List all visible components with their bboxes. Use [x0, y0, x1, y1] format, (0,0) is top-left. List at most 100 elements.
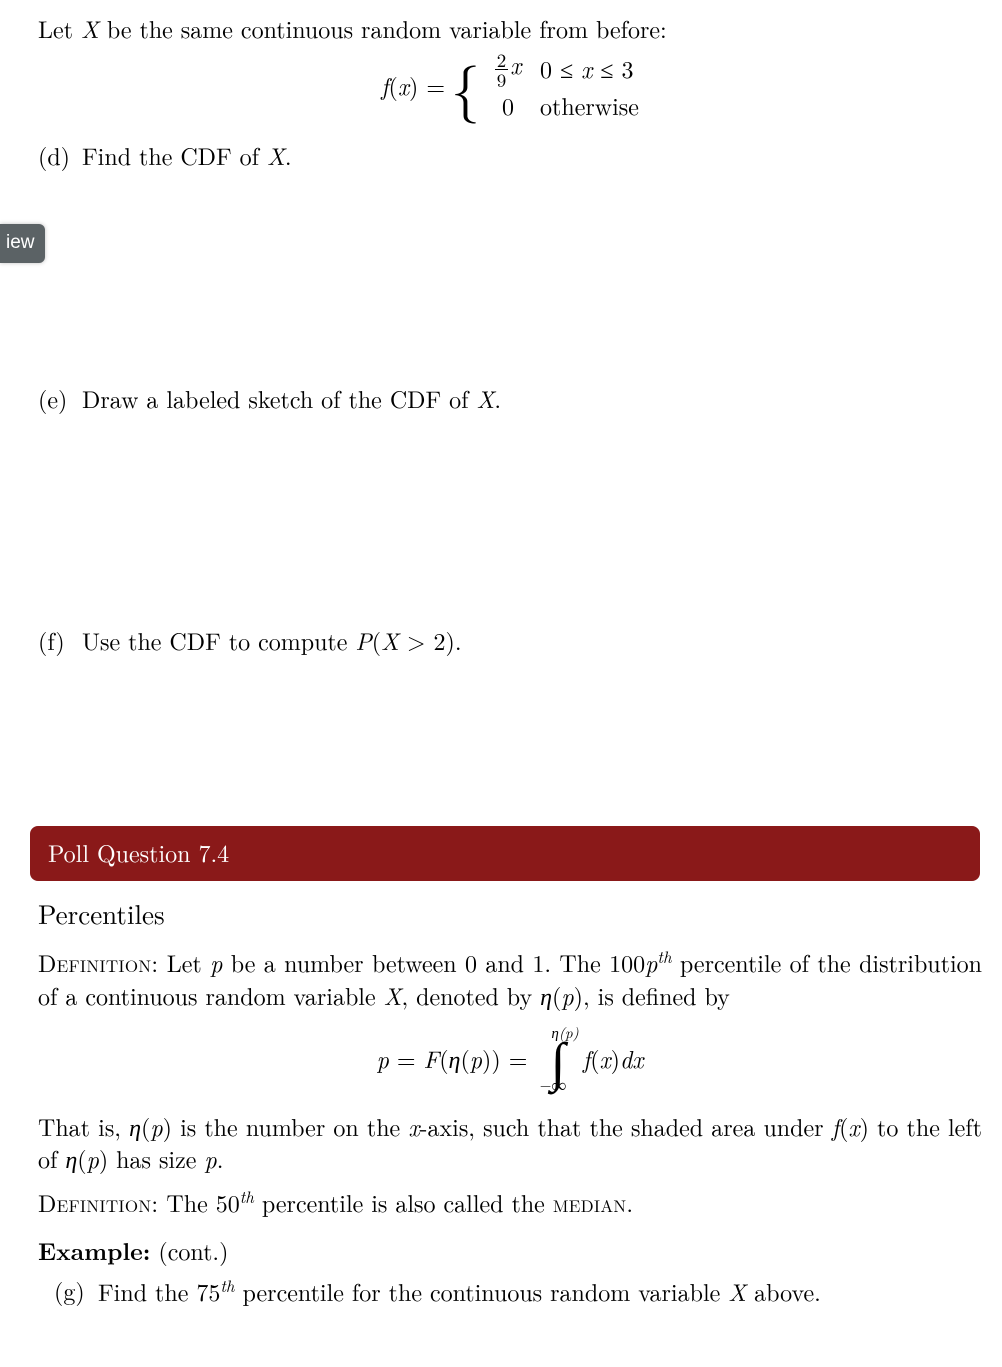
eq-lp2: ( — [460, 1041, 469, 1075]
intro-line: Let X be the same continuous random vari… — [38, 12, 982, 44]
that-is-para: That is, η(p) is the number on the x-axi… — [38, 1110, 982, 1175]
q-d-pre: Find the CDF of — [82, 138, 267, 172]
q-g-t2: percentile for the continuous random var… — [235, 1274, 729, 1308]
q-g-X: X — [728, 1274, 746, 1308]
def1-t1: Let — [158, 945, 210, 979]
eq-dxx: x — [632, 1041, 643, 1075]
q-f-mark: (f) — [38, 624, 82, 656]
ti-eta2: η — [65, 1141, 77, 1175]
q-d-post: . — [285, 138, 292, 172]
ti-t1c: ) is the number on the — [163, 1109, 409, 1143]
ti-t1b: ( — [141, 1109, 150, 1143]
fraction-2-9: 2 9 — [495, 50, 509, 89]
pw-row2-cond: otherwise — [540, 89, 639, 121]
ti-p2: p — [87, 1141, 99, 1175]
q-g-t1: Find the 75 — [98, 1274, 220, 1308]
def1-th: th — [657, 944, 671, 968]
ti-x: x — [408, 1109, 419, 1143]
def1-eta: η — [540, 978, 552, 1012]
q-e-post: . — [494, 381, 501, 415]
eq-d: d — [620, 1041, 632, 1075]
pw-row1-var: x — [510, 47, 521, 81]
q-e-var: X — [477, 381, 495, 415]
ti-t1: That is, — [38, 1109, 129, 1143]
eq-x: x — [600, 1041, 611, 1075]
q-e-mark: (e) — [38, 382, 82, 414]
def2-th: th — [240, 1184, 254, 1208]
eq-lp: ( — [439, 1041, 448, 1075]
frac-den: 9 — [495, 69, 509, 89]
def2-median: median — [553, 1185, 627, 1219]
question-f: (f) Use the CDF to compute P(X > 2). — [38, 624, 982, 656]
ti-t2: -axis, such that the shaded area under — [419, 1109, 831, 1143]
ti-t4: . — [217, 1141, 224, 1175]
def1-p2: p — [561, 978, 573, 1012]
q-g-mark: (g) — [54, 1274, 98, 1307]
q-f-post: . — [455, 623, 462, 657]
eq-p2: p — [470, 1041, 482, 1075]
question-list: (d) Find the CDF of X. (e) Draw a labele… — [38, 139, 982, 656]
def2-t2: percentile is also called the — [254, 1185, 553, 1219]
q-d-mark: (d) — [38, 139, 82, 171]
ti-t3b: ( — [77, 1141, 86, 1175]
def1-t6: ), is defined by — [574, 978, 730, 1012]
ti-p: p — [150, 1109, 162, 1143]
piecewise-definition: f(x) = { 2 9 x 0 ≤ x ≤ 3 0 otherwise — [38, 48, 982, 121]
eq-p: p — [377, 1041, 389, 1075]
question-g: (g) Find the 75th percentile for the con… — [54, 1274, 982, 1307]
def1-label: Definition: — [38, 945, 158, 979]
def1-t4: , denoted by — [401, 978, 540, 1012]
pw-f: f — [381, 68, 388, 102]
pw-row1-cond: 0 ≤ x ≤ 3 — [540, 52, 633, 84]
eq-eta: η — [449, 1041, 461, 1075]
intro-var: X — [81, 11, 99, 45]
integral-icon: η(p) ∫ −∞ — [537, 1025, 578, 1092]
question-e: (e) Draw a labeled sketch of the CDF of … — [38, 382, 982, 414]
pw-eq: = — [418, 68, 445, 102]
ti-f: f — [832, 1109, 839, 1143]
q-e-pre: Draw a labeled sketch of the CDF of — [82, 381, 477, 415]
question-d: (d) Find the CDF of X. — [38, 139, 982, 171]
definition-2: Definition: The 50th percentile is also … — [38, 1185, 982, 1218]
q-g-t3: above. — [746, 1274, 821, 1308]
pw-row2-val: 0 — [486, 89, 530, 121]
q-f-expr: P — [355, 623, 371, 657]
percentiles-heading: Percentiles — [38, 895, 982, 931]
percentile-equation: p = F(η(p)) = η(p) ∫ −∞ f(x)dx — [38, 1025, 982, 1092]
side-tab[interactable]: iew — [0, 224, 45, 263]
intro-post: be the same continuous random variable f… — [99, 11, 667, 45]
poll-question-header: Poll Question 7.4 — [30, 826, 980, 880]
example-label: Example: — [38, 1234, 150, 1268]
def2-t1: The 50 — [158, 1185, 239, 1219]
ti-eta: η — [129, 1109, 141, 1143]
example-heading: Example: (cont.) — [38, 1234, 982, 1267]
def2-t3: . — [626, 1185, 633, 1219]
int-top-p: p — [565, 1022, 573, 1043]
eq-rx: ) — [611, 1041, 620, 1075]
def1-p: p — [210, 945, 222, 979]
eq-lx: ( — [590, 1041, 599, 1075]
int-top-rp: ) — [573, 1022, 579, 1043]
ti-t3c: ) has size — [99, 1141, 205, 1175]
definition-1: Definition: Let p be a number between 0 … — [38, 945, 982, 1011]
def2-label: Definition: — [38, 1185, 158, 1219]
brace-icon: { — [451, 56, 480, 114]
eq-eq2: = — [501, 1041, 528, 1075]
q-g-th: th — [220, 1273, 234, 1297]
def1-X: X — [384, 978, 402, 1012]
ti-x2: x — [848, 1109, 859, 1143]
intro-pre: Let — [38, 11, 81, 45]
pw-x: x — [398, 68, 409, 102]
def1-t2b: p — [645, 945, 657, 979]
poll-label: Poll Question 7.4 — [48, 835, 229, 869]
eq-F: F — [424, 1041, 440, 1075]
q-d-var: X — [267, 138, 285, 172]
example-cont: (cont.) — [150, 1233, 228, 1267]
eq-rp2: )) — [482, 1041, 501, 1075]
ti-p3: p — [204, 1141, 216, 1175]
eq-eq1: = — [389, 1041, 424, 1075]
int-bot: −∞ — [540, 1077, 567, 1092]
def1-t2: be a number between 0 and 1. The 100 — [222, 945, 645, 979]
q-f-pre: Use the CDF to compute — [82, 623, 355, 657]
def1-t5: ( — [552, 978, 561, 1012]
